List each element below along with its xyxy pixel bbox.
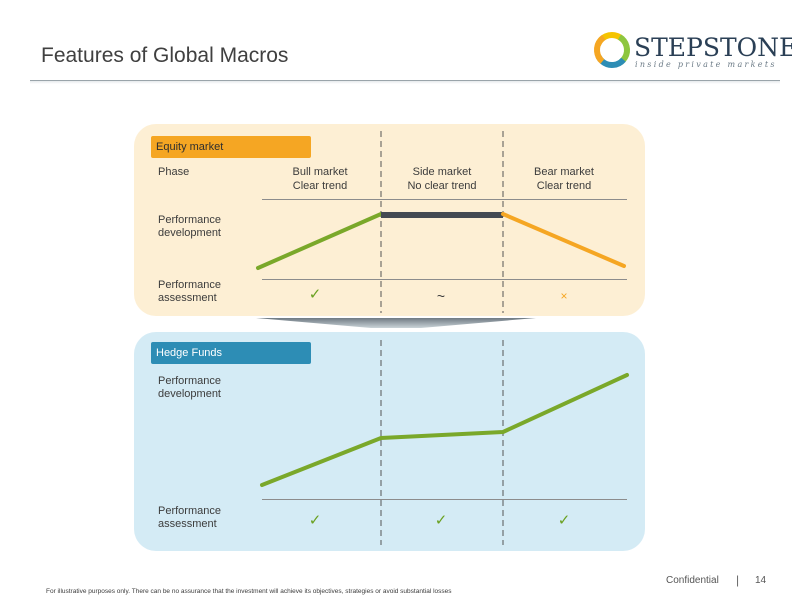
side-market-line1: Side market xyxy=(412,166,472,178)
disclaimer-note: For illustrative purposes only. There ca… xyxy=(46,588,452,595)
bull-market-line2: Clear trend xyxy=(292,180,348,192)
equity-perf-dev-line1: Performance xyxy=(158,214,221,226)
equity-perf-assess-line1: Performance xyxy=(158,279,221,291)
header-divider xyxy=(30,80,780,81)
hedge-bear-check-icon: ✓ xyxy=(557,512,571,529)
panel-connector-funnel xyxy=(256,318,536,328)
hedge-assessment-rule xyxy=(262,499,627,500)
hedge-perf-assess-line1: Performance xyxy=(158,505,221,517)
side-market-line2: No clear trend xyxy=(407,180,477,192)
equity-assessment-rule xyxy=(262,279,627,280)
equity-performance-assessment-label: Performance assessment xyxy=(158,279,221,305)
equity-header-rule xyxy=(262,199,627,200)
stepstone-logo-icon xyxy=(594,32,630,68)
logo-tagline: inside private markets xyxy=(635,60,777,69)
hedge-bull-check-icon: ✓ xyxy=(308,512,322,529)
page-title: Features of Global Macros xyxy=(41,44,289,67)
confidential-label: Confidential xyxy=(666,575,719,586)
bull-trend-line xyxy=(256,212,383,270)
header-divider-shadow xyxy=(30,81,780,84)
hedge-perf-assess-line2: assessment xyxy=(158,518,217,530)
hedge-performance-assessment-label: Performance assessment xyxy=(158,505,221,531)
hedge-perf-dev-line2: development xyxy=(158,388,221,400)
bull-market-header: Bull market Clear trend xyxy=(262,165,378,193)
equity-perf-dev-line2: development xyxy=(158,227,221,239)
hedge-side-check-icon: ✓ xyxy=(434,512,448,529)
hedge-funds-panel xyxy=(134,332,645,551)
phase-label: Phase xyxy=(158,166,190,178)
equity-market-tag: Equity market xyxy=(151,136,311,158)
bear-market-header: Bear market Clear trend xyxy=(505,165,623,193)
hedge-trend-line xyxy=(260,373,629,487)
hedge-perf-dev-line1: Performance xyxy=(158,375,221,387)
side-assessment-tilde-icon: ~ xyxy=(436,288,446,304)
footer-separator: | xyxy=(736,573,740,587)
equity-performance-development-label: Performance development xyxy=(158,214,221,240)
bull-assessment-check-icon: ✓ xyxy=(308,286,322,303)
bear-market-line1: Bear market xyxy=(534,166,594,178)
bear-market-line2: Clear trend xyxy=(536,180,592,192)
hedge-performance-development-label: Performance development xyxy=(158,375,221,401)
equity-perf-assess-line2: assessment xyxy=(158,292,217,304)
side-market-header: Side market No clear trend xyxy=(383,165,501,193)
bear-assessment-cross-icon: × xyxy=(560,289,568,303)
page-number: 14 xyxy=(755,575,767,586)
bull-market-line1: Bull market xyxy=(292,166,348,178)
hedge-funds-tag: Hedge Funds xyxy=(151,342,311,364)
logo-wordmark: STEPSTONE xyxy=(634,33,792,62)
bear-trend-line xyxy=(501,212,626,268)
